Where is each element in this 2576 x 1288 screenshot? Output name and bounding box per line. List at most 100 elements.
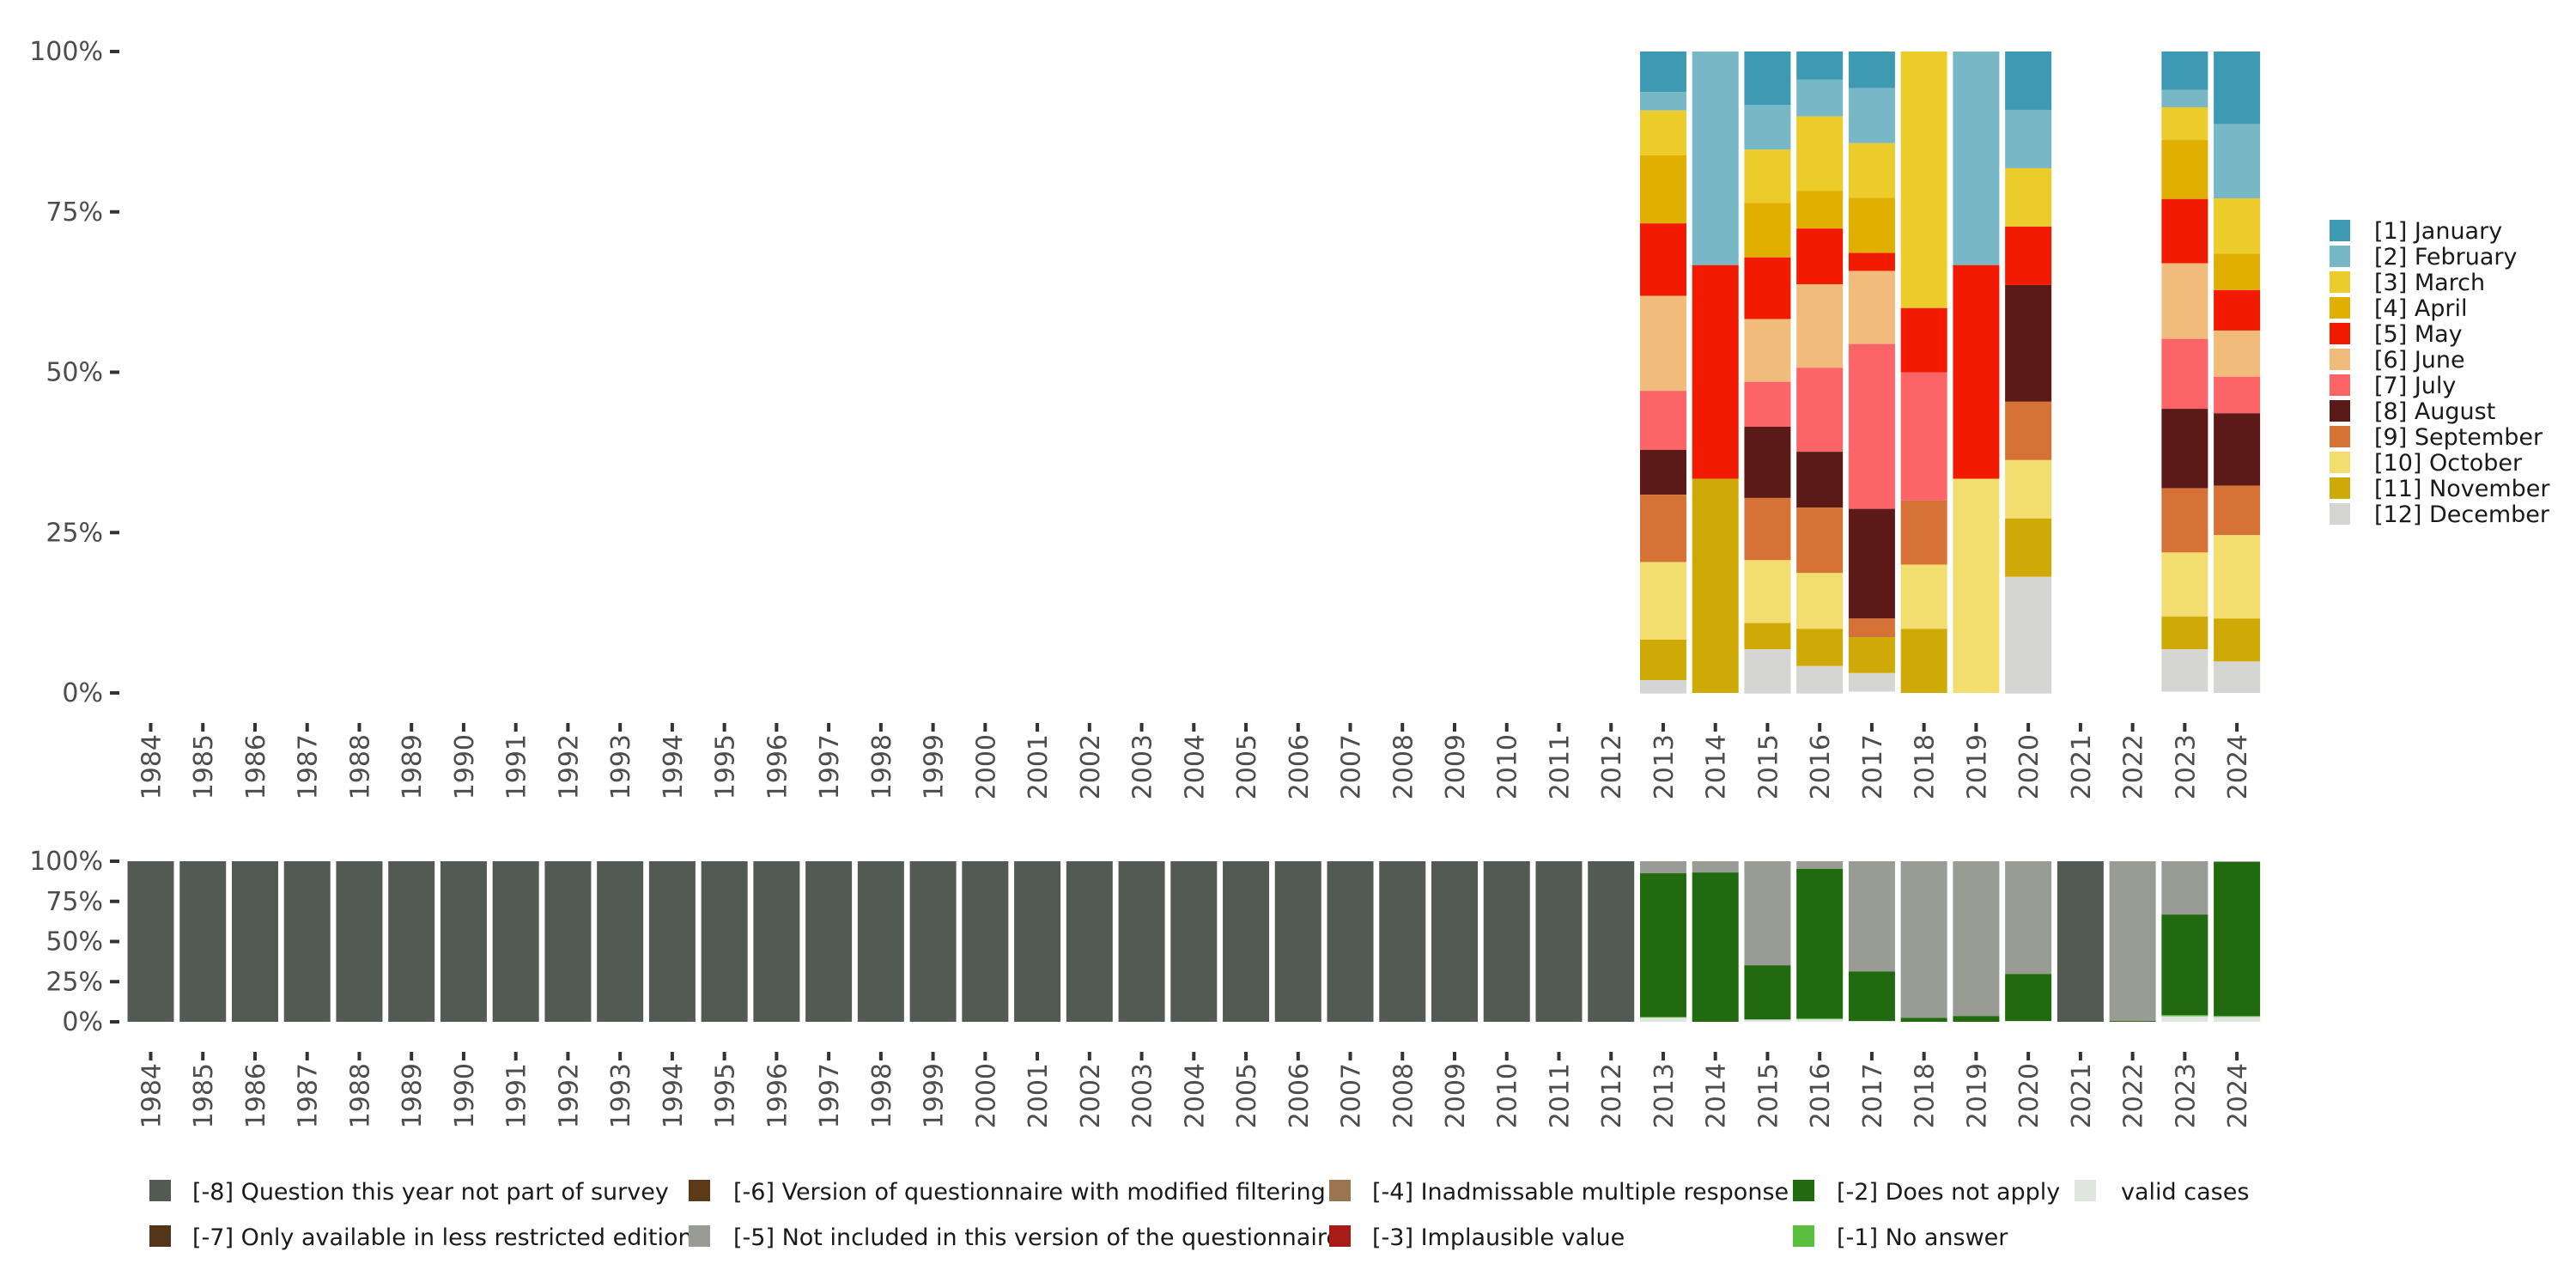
top-x-tick-mark — [931, 723, 935, 732]
top-x-tick-mark — [1139, 723, 1144, 732]
bottom-bar-segment-2008-8-question-this-year-not-part-of-survey — [1379, 861, 1426, 1022]
bottom-bar-segment-1993-8-question-this-year-not-part-of-survey — [597, 861, 644, 1022]
top-x-tick-label: 1991 — [502, 734, 532, 799]
top-bar-segment-2013-1-january — [1639, 52, 1686, 93]
top-x-tick-label: 1996 — [762, 734, 793, 799]
legend-key-swatch — [2330, 477, 2350, 499]
bottom-x-tick-mark — [1818, 1052, 1822, 1060]
bottom-y-tick-mark — [110, 1020, 119, 1024]
top-bar-segment-2015-2-february — [1744, 105, 1791, 150]
legend-label: [8] August — [2374, 398, 2495, 425]
bottom-bar-segment-2022-2-does-not-apply — [2109, 1021, 2156, 1022]
legend-key-swatch — [2075, 1180, 2096, 1201]
top-bar-segment-2024-7-july — [2214, 376, 2261, 414]
legend-key-swatch — [2330, 297, 2350, 319]
legend-key-swatch — [149, 1180, 171, 1201]
bottom-bar-segment-2023-valid-cases — [2161, 1016, 2208, 1022]
bottom-bar-segment-2009-8-question-this-year-not-part-of-survey — [1431, 861, 1478, 1022]
top-bar-segment-2017-4-april — [1848, 197, 1895, 253]
bottom-bar-segment-2010-8-question-this-year-not-part-of-survey — [1483, 861, 1530, 1022]
bottom-x-tick-label: 1995 — [711, 1063, 741, 1128]
top-bar-segment-2017-2-february — [1848, 88, 1895, 143]
bottom-x-tick-mark — [1713, 1052, 1717, 1060]
top-bar-segment-2024-3-march — [2214, 198, 2261, 254]
top-x-tick-mark — [618, 723, 623, 732]
bottom-y-tick-label: 75% — [46, 887, 103, 917]
bottom-x-tick-mark — [618, 1052, 623, 1060]
top-x-tick-label: 2014 — [1702, 734, 1732, 799]
top-x-tick-label: 2010 — [1493, 734, 1523, 799]
bottom-x-tick-label: 1991 — [502, 1063, 532, 1128]
top-bar-segment-2023-10-october — [2161, 552, 2208, 617]
top-x-tick-label: 2024 — [2223, 734, 2253, 799]
bottom-bar-segment-2018-2-does-not-apply — [1900, 1018, 1947, 1022]
bottom-x-tick-label: 2012 — [1597, 1063, 1627, 1128]
bottom-x-tick-mark — [722, 1052, 726, 1060]
top-x-tick-label: 1993 — [606, 734, 636, 799]
top-y-tick-label: 100% — [29, 37, 103, 67]
bottom-bar-segment-2013-5-not-included-in-this-version-of-the-questionnaire — [1639, 861, 1686, 874]
bottom-bar-segment-1999-8-question-this-year-not-part-of-survey — [909, 861, 957, 1022]
bottom-x-tick-label: 2020 — [2014, 1063, 2044, 1128]
top-x-tick-mark — [410, 723, 414, 732]
top-bar-segment-2024-12-december — [2214, 661, 2261, 693]
top-bar-segment-2016-9-september — [1796, 507, 1844, 574]
top-x-tick-label: 1998 — [867, 734, 897, 799]
legend-label: [-2] Does not apply — [1837, 1179, 2060, 1206]
top-bar-segment-2017-8-august — [1848, 508, 1895, 619]
legend-key-swatch — [2330, 374, 2350, 396]
top-x-tick-mark — [2130, 723, 2135, 732]
bottom-bar-segment-2000-8-question-this-year-not-part-of-survey — [962, 861, 1009, 1022]
bottom-x-tick-mark — [2026, 1052, 2031, 1060]
bottom-y-tick-mark — [110, 860, 119, 863]
bottom-bar-segment-1998-8-question-this-year-not-part-of-survey — [857, 861, 904, 1022]
top-bar-segment-2023-5-may — [2161, 198, 2208, 264]
bottom-y-tick-label: 50% — [46, 927, 103, 957]
top-bar-segment-2023-3-march — [2161, 106, 2208, 141]
bottom-bar-segment-2020-valid-cases — [2005, 1021, 2052, 1022]
bottom-x-tick-label: 1987 — [294, 1063, 324, 1128]
top-x-tick-label: 2016 — [1806, 734, 1836, 799]
bottom-bar-segment-2023-1-no-answer — [2161, 1015, 2208, 1017]
top-x-tick-label: 1986 — [241, 734, 271, 799]
bottom-bar-segment-1990-8-question-this-year-not-part-of-survey — [440, 861, 487, 1022]
bottom-bar-segment-2017-2-does-not-apply — [1848, 971, 1895, 1022]
month-distribution-chart: 0% 25% 50% 75% 100% 1984 1985 1986 1987 1988 1989… — [29, 37, 2261, 799]
top-x-tick-mark — [357, 723, 361, 732]
legend-key-swatch — [1793, 1225, 1814, 1247]
top-y-tick-mark — [110, 370, 119, 374]
top-x-tick-label: 2022 — [2119, 734, 2149, 799]
top-bar-segment-2016-4-april — [1796, 191, 1844, 229]
top-bar-segment-2016-1-january — [1796, 52, 1844, 80]
top-x-tick-mark — [1087, 723, 1091, 732]
top-bar-segment-2016-11-november — [1796, 629, 1844, 666]
top-bar-segment-2013-11-november — [1639, 639, 1686, 681]
bottom-x-tick-mark — [1922, 1052, 1926, 1060]
bottom-bar-segment-1995-8-question-this-year-not-part-of-survey — [701, 861, 748, 1022]
bottom-bar-segment-2001-8-question-this-year-not-part-of-survey — [1014, 861, 1061, 1022]
bottom-x-tick-mark — [2235, 1052, 2239, 1060]
top-bar-segment-2023-1-january — [2161, 52, 2208, 90]
bottom-y-tick-mark — [110, 980, 119, 984]
top-x-tick-label: 2002 — [1076, 734, 1106, 799]
top-x-tick-label: 2005 — [1232, 734, 1262, 799]
bottom-bar-segment-2023-5-not-included-in-this-version-of-the-questionnaire — [2161, 861, 2208, 915]
legend-key-swatch — [2330, 400, 2350, 422]
bottom-x-tick-mark — [305, 1052, 309, 1060]
top-bar-segment-2020-9-september — [2005, 401, 2052, 460]
bottom-x-tick-label: 1989 — [398, 1063, 428, 1128]
bottom-bar-segment-2013-1-no-answer — [1639, 1017, 1686, 1018]
top-x-tick-label: 2009 — [1441, 734, 1471, 799]
top-bar-segment-2016-8-august — [1796, 452, 1844, 508]
top-x-tick-mark — [149, 723, 153, 732]
bottom-x-tick-label: 2005 — [1232, 1063, 1262, 1128]
top-x-tick-mark — [1765, 723, 1770, 732]
bottom-x-tick-mark — [566, 1052, 570, 1060]
legend-label: [4] April — [2374, 295, 2468, 322]
top-y-tick-mark — [110, 210, 119, 214]
top-bar-segment-2014-2-february — [1692, 52, 1739, 265]
bottom-x-tick-label: 2019 — [1962, 1063, 1992, 1128]
top-x-tick-mark — [1661, 723, 1665, 732]
top-bar-segment-2017-12-december — [1848, 672, 1895, 692]
